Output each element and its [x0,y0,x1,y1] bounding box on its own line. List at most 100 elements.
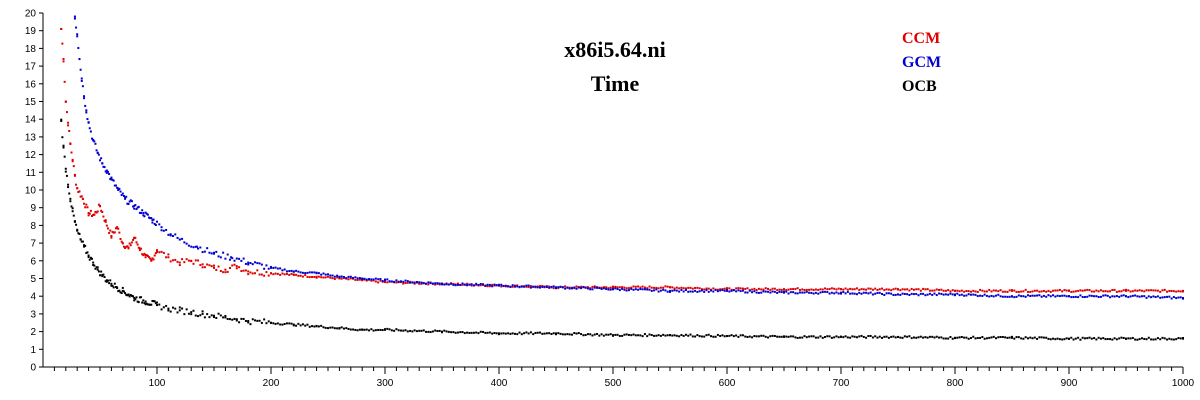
x-tick-label: 200 [263,378,280,389]
data-point [142,299,145,302]
data-point [678,287,681,290]
data-point [972,293,975,296]
data-point [116,186,119,189]
data-point [1052,289,1055,292]
data-point [951,289,954,292]
data-point [352,276,355,279]
data-point [632,285,635,288]
data-point [746,287,749,290]
data-point [694,286,697,289]
data-point [976,336,979,339]
data-point [500,283,503,286]
data-point [263,274,266,277]
data-point [1070,296,1073,299]
data-point [1081,289,1084,292]
data-point [707,287,710,290]
data-point [109,178,112,181]
data-point [324,326,327,329]
data-point [129,244,132,247]
data-point [197,315,200,318]
data-point [846,290,849,293]
data-point [1113,337,1116,340]
data-point [1102,337,1105,340]
data-point [102,273,105,276]
data-point [972,335,975,338]
data-point [69,197,72,200]
data-point [504,284,507,287]
data-point [130,241,133,244]
data-point [92,213,95,216]
data-point [837,336,840,339]
data-point [988,288,991,291]
data-point [176,260,179,263]
data-point [143,215,146,218]
data-point [482,330,485,333]
data-point [1138,338,1141,341]
data-point [851,335,854,338]
data-point [627,287,630,290]
data-point [741,289,744,292]
data-point [413,329,416,332]
data-point [780,288,783,291]
data-point [213,314,215,317]
data-point [586,333,589,336]
data-point [151,257,154,260]
data-point [1033,336,1036,339]
data-point [878,288,881,291]
data-point [99,205,101,208]
data-point [1177,290,1180,293]
data-point [463,283,466,286]
data-point [564,287,567,290]
data-point [673,287,676,290]
data-point [643,333,646,336]
data-point [1086,288,1089,291]
data-point [623,288,626,291]
data-point [703,290,706,293]
data-point [876,336,879,339]
data-point [527,284,530,287]
data-point [915,288,918,291]
data-point [801,336,804,339]
data-point [903,288,906,291]
data-point [1056,289,1059,292]
data-point [536,331,539,334]
data-point [723,289,726,292]
data-point [509,285,512,288]
data-point [265,264,268,267]
data-point [1131,294,1134,297]
data-point [602,334,605,337]
data-point [910,292,913,295]
data-point [256,319,259,322]
data-point [358,278,361,281]
data-point [878,335,881,338]
data-point [429,282,432,285]
data-point [130,294,133,297]
data-point [1022,337,1025,340]
data-point [1077,336,1080,339]
data-point [81,240,84,243]
data-point [438,282,441,285]
data-point [723,287,726,290]
data-point [876,291,879,294]
data-point [614,333,617,336]
x-tick-label: 900 [1061,378,1078,389]
data-point [714,288,717,291]
data-point [83,95,86,98]
data-point [110,282,113,285]
data-point [600,286,603,289]
data-point [192,246,195,249]
y-tick-label: 13 [25,132,37,143]
data-point [133,207,136,210]
data-point [691,290,694,293]
data-point [874,292,877,295]
data-point [773,334,776,337]
data-point [240,270,243,273]
data-point [210,252,213,255]
data-point [682,287,685,290]
data-point [1074,337,1077,340]
data-point [858,335,861,338]
data-point [732,335,735,338]
data-point [525,331,528,334]
data-point [805,336,808,339]
data-point [828,335,831,338]
